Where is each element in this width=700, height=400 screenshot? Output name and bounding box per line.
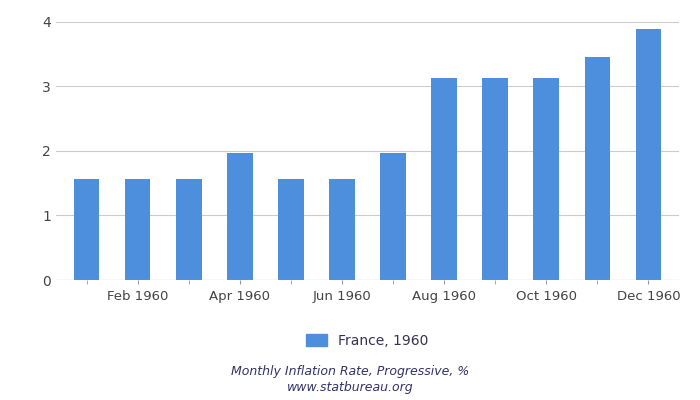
Bar	[584, 56, 610, 280]
Bar	[380, 154, 406, 280]
Bar	[329, 179, 355, 280]
Legend: France, 1960: France, 1960	[301, 328, 434, 354]
Bar	[176, 179, 202, 280]
Bar	[278, 179, 304, 280]
Bar	[482, 78, 508, 280]
Bar	[636, 30, 661, 280]
Text: www.statbureau.org: www.statbureau.org	[287, 382, 413, 394]
Bar	[431, 78, 457, 280]
Text: Monthly Inflation Rate, Progressive, %: Monthly Inflation Rate, Progressive, %	[231, 366, 469, 378]
Bar	[227, 154, 253, 280]
Bar	[533, 78, 559, 280]
Bar	[125, 179, 150, 280]
Bar	[74, 179, 99, 280]
